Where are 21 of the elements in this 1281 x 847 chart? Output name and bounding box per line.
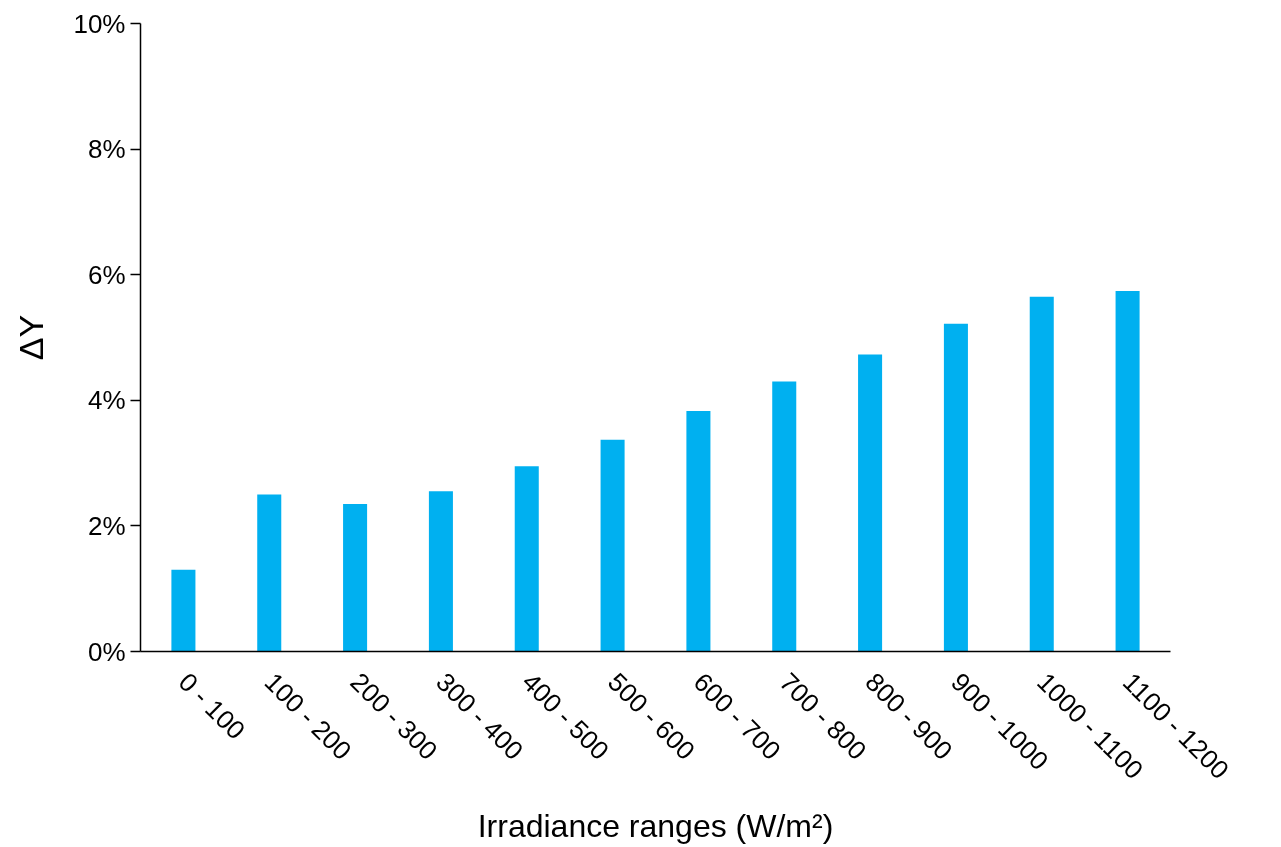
bar xyxy=(858,354,883,652)
bar xyxy=(772,381,797,652)
bar xyxy=(600,439,625,652)
bar xyxy=(686,410,711,652)
bar xyxy=(1029,296,1054,652)
x-tick-label: 0 - 100 xyxy=(172,666,252,746)
bar xyxy=(943,323,968,652)
y-tick-label: 10% xyxy=(73,8,126,39)
y-tick-label: 6% xyxy=(87,259,126,290)
y-axis-title: ΔY xyxy=(12,314,51,361)
bar xyxy=(257,494,282,652)
y-tick-label: 8% xyxy=(87,134,126,165)
bar xyxy=(514,466,539,652)
bar xyxy=(171,569,196,652)
y-tick-label: 2% xyxy=(87,510,126,541)
y-tick-label: 0% xyxy=(87,636,126,667)
y-tick-label: 4% xyxy=(87,385,126,416)
bar xyxy=(343,503,368,652)
bar xyxy=(1115,291,1140,652)
x-axis-title: Irradiance ranges (W/m²) xyxy=(477,808,834,845)
bar xyxy=(428,491,453,652)
